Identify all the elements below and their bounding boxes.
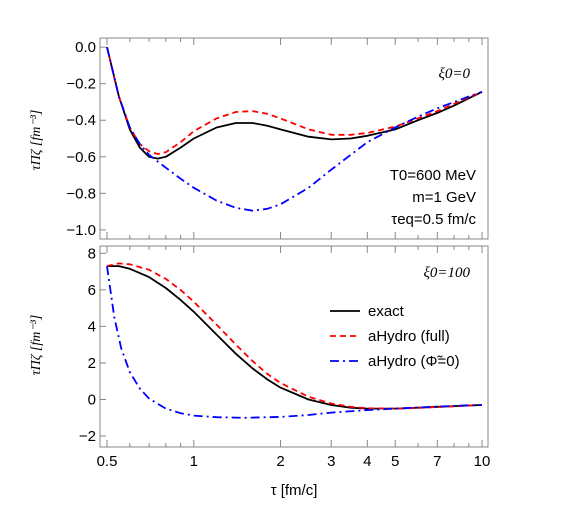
- top-param-mass: m=1 GeV: [412, 189, 476, 206]
- series-line-dashed: [106, 46, 483, 155]
- top-y-axis: 0.0 −0.2 −0.4 −0.6 −0.8 −1.0: [66, 39, 106, 239]
- y-tick-label: −0.8: [66, 185, 96, 202]
- top-panel-frame: [99, 37, 489, 240]
- x-tick-label: 5: [391, 453, 399, 470]
- x-tick-label: 4: [363, 453, 371, 470]
- y-tick-label: −2: [79, 428, 96, 445]
- y-tick-label: −0.6: [66, 149, 96, 166]
- bottom-annotation: ξ0=100: [423, 265, 470, 281]
- legend-label: aHydro (Φ̃=0): [368, 353, 460, 370]
- y-tick-label: 2: [88, 355, 96, 372]
- legend-label: aHydro (full): [368, 328, 450, 345]
- x-tick-label: 0.5: [97, 453, 118, 470]
- top-x-ticks: [106, 38, 483, 239]
- bottom-series-group: [106, 262, 483, 419]
- top-panel: 0.0−0.2−0.4−0.6−0.8−1.0 τΠζ [fm⁻³] ξ0=0 …: [29, 37, 489, 240]
- bottom-panel: 8 6 4 2 0 −2 0.5 1 2 3 4 5 7 10 τΠζ [fm⁻³] ξ0=100 τ …: [29, 245, 490, 499]
- series-line-dashdot: [106, 46, 483, 212]
- y-tick-label: 4: [88, 318, 96, 335]
- y-tick-label: 8: [88, 245, 96, 262]
- legend-label: exact: [368, 303, 405, 320]
- y-tick-label: 0: [88, 391, 96, 408]
- y-tick-label: 0.0: [75, 39, 96, 56]
- bottom-panel-frame: [99, 245, 489, 448]
- y-tick-label: 6: [88, 282, 96, 299]
- top-y-axis-label: τΠζ [fm⁻³]: [29, 110, 44, 171]
- series-line-solid: [106, 46, 483, 160]
- top-annotation: ξ0=0: [438, 66, 470, 82]
- legend: exact aHydro (full) aHydro (Φ̃=0): [330, 303, 460, 370]
- x-axis-label: τ [fm/c]: [271, 482, 318, 499]
- y-tick-label: −1.0: [66, 222, 96, 239]
- x-tick-label: 7: [433, 453, 441, 470]
- top-param-tau-eq: τeq=0.5 fm/c: [391, 211, 476, 228]
- bottom-y-axis: 8 6 4 2 0 −2: [79, 245, 106, 445]
- top-series-group: [106, 46, 483, 212]
- series-line-dashdot: [106, 265, 483, 419]
- y-tick-label: −0.2: [66, 76, 96, 93]
- top-param-temperature: T0=600 MeV: [390, 167, 476, 184]
- x-tick-label: 2: [276, 453, 284, 470]
- y-tick-label: −0.4: [66, 112, 96, 129]
- x-tick-label: 1: [190, 453, 198, 470]
- x-tick-label: 10: [474, 453, 491, 470]
- bottom-y-axis-label: τΠζ [fm⁻³]: [29, 315, 44, 376]
- x-tick-label: 3: [327, 453, 335, 470]
- series-line-dashed: [106, 262, 483, 410]
- bottom-x-axis: 0.5 1 2 3 4 5 7 10: [97, 246, 491, 470]
